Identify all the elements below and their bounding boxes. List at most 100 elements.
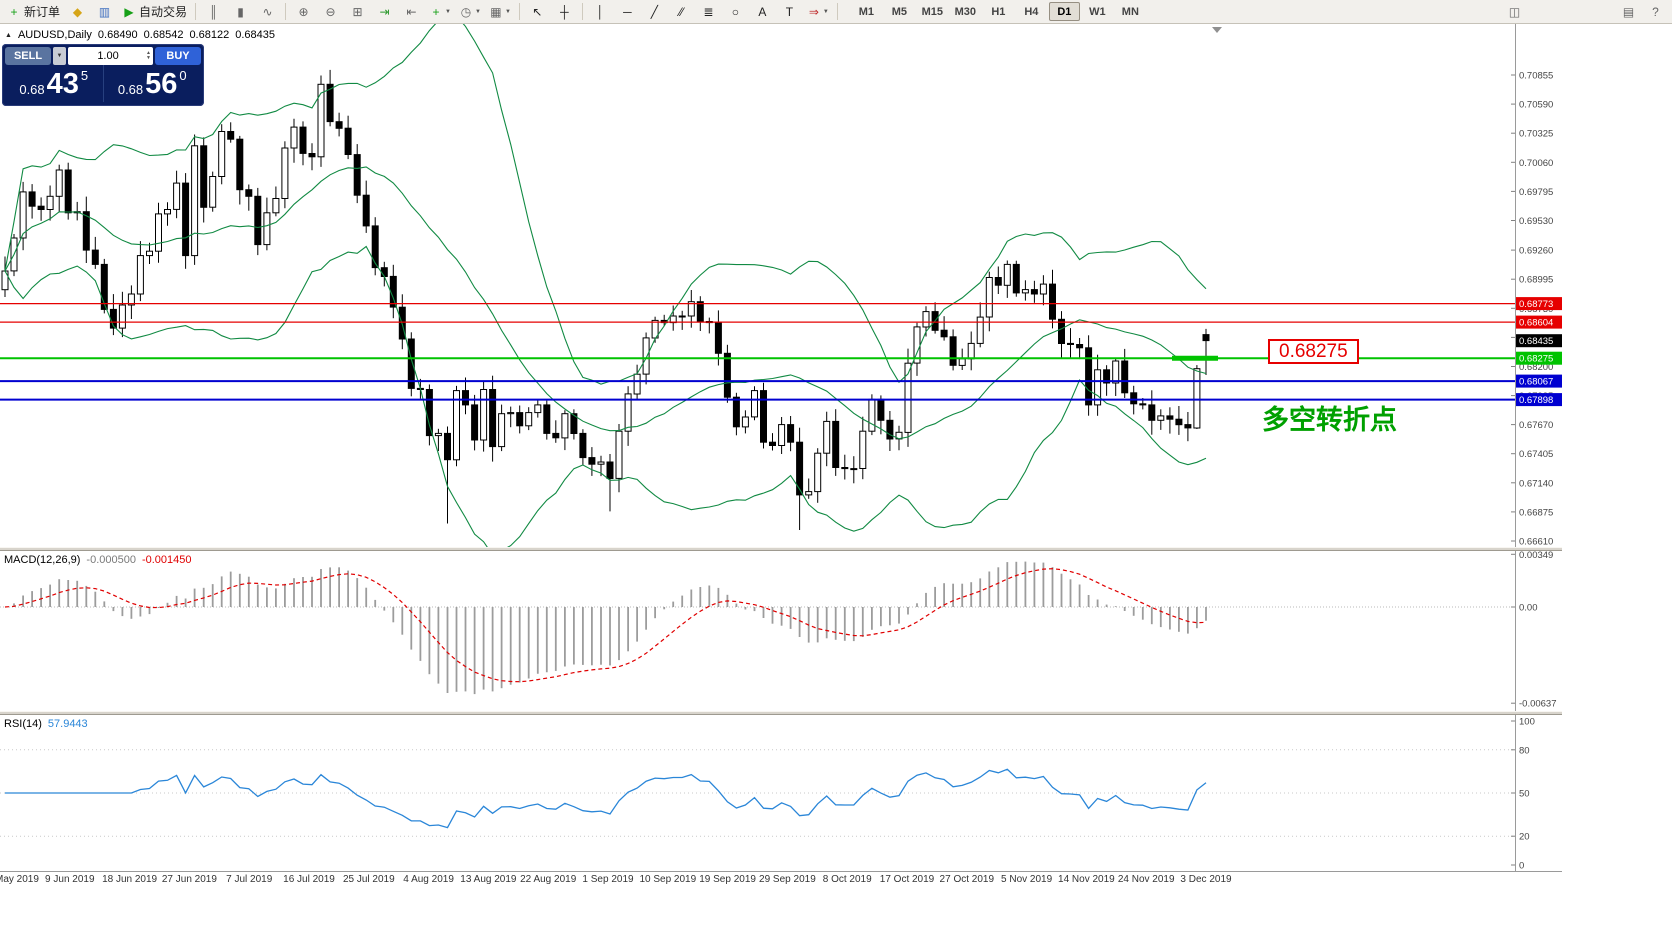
rsi-chart[interactable]: 100 80 50 20 0 bbox=[0, 715, 1562, 872]
date-axis-label: 10 Sep 2019 bbox=[639, 874, 697, 886]
right-blank-area bbox=[1562, 24, 1672, 943]
macd-tick-label: 0.00 bbox=[1519, 603, 1538, 614]
arrange-windows-button[interactable]: ▤ bbox=[1616, 1, 1641, 22]
turning-point-note[interactable]: 多空转折点 bbox=[1262, 405, 1397, 435]
arrows-button[interactable]: ⇒ ▼ bbox=[804, 1, 832, 22]
trendline-button[interactable]: ╱ bbox=[642, 1, 667, 22]
bollinger-upper-band bbox=[4, 24, 1207, 385]
timeframe-m1-button[interactable]: M1 bbox=[858, 5, 874, 18]
price-tick-label: 0.66875 bbox=[1519, 507, 1553, 518]
volume-decrease-button[interactable]: ▼ bbox=[146, 55, 151, 61]
panel-splitter[interactable] bbox=[0, 711, 1562, 716]
date-axis-label: 27 Jun 2019 bbox=[161, 874, 217, 886]
new-window-button[interactable]: ◫ bbox=[1502, 1, 1527, 22]
auto-scroll-icon: ⇥ bbox=[379, 4, 390, 19]
price-chart[interactable]: 0.70855 0.70590 0.70325 0.70060 0.69795 0.695… bbox=[0, 24, 1562, 548]
chart-header: ▲ AUDUSD,Daily 0.68490 0.68542 0.68122 0… bbox=[5, 29, 275, 41]
channel-button[interactable]: ⁄⁄ bbox=[669, 1, 694, 22]
horizontal-line-button[interactable]: ─ bbox=[615, 1, 640, 22]
date-axis-label: 8 Oct 2019 bbox=[822, 874, 872, 886]
buy-button[interactable]: BUY bbox=[155, 47, 201, 65]
help-button[interactable]: ? bbox=[1643, 1, 1668, 22]
timeframe-m5-button[interactable]: M5 bbox=[891, 5, 907, 18]
ohlc-high: 0.68542 bbox=[143, 29, 184, 41]
label-button[interactable]: T bbox=[777, 1, 802, 22]
crosshair-button[interactable]: ┼ bbox=[552, 1, 577, 22]
price-tick-label: 0.70590 bbox=[1519, 100, 1553, 111]
ellipse-button[interactable]: ○ bbox=[723, 1, 748, 22]
vertical-line-button[interactable]: │ bbox=[588, 1, 613, 22]
toolbar-separator bbox=[285, 3, 287, 20]
price-tick-label: 0.70855 bbox=[1519, 71, 1553, 82]
price-level-callout[interactable]: 0.68275 bbox=[1268, 339, 1359, 364]
sell-price-display[interactable]: 0.68 43 5 bbox=[5, 65, 103, 102]
date-axis-label: 17 Oct 2019 bbox=[879, 874, 935, 886]
label-icon: T bbox=[785, 4, 794, 19]
bollinger-lower-band bbox=[4, 245, 1207, 548]
rsi-value: 57.9443 bbox=[47, 718, 88, 731]
market-watch-button[interactable]: ▥ bbox=[92, 1, 117, 22]
bar-chart-button[interactable]: ║ bbox=[201, 1, 226, 22]
toolbar-separator bbox=[836, 3, 838, 20]
volume-increase-button[interactable]: ▲ bbox=[146, 49, 151, 56]
rsi-name: RSI(14) bbox=[4, 718, 42, 731]
sell-price-big: 43 bbox=[46, 68, 79, 101]
volume-box: ▲ ▼ bbox=[68, 47, 153, 65]
metaeditor-button[interactable]: ◆ bbox=[65, 1, 90, 22]
date-axis-label: 1 Sep 2019 bbox=[582, 874, 634, 886]
zoom-out-button[interactable]: ⊖ bbox=[318, 1, 343, 22]
candlestick-chart-button[interactable]: ▮ bbox=[228, 1, 253, 22]
date-axis-label: 30 May 2019 bbox=[0, 874, 39, 886]
sell-price-prefix: 0.68 bbox=[19, 81, 45, 97]
volume-input[interactable] bbox=[70, 50, 147, 62]
macd-panel: 0.00349 0.00 -0.00637 MACD(12,26,9) -0.0005… bbox=[0, 551, 1562, 712]
macd-chart[interactable]: 0.00349 0.00 -0.00637 bbox=[0, 551, 1562, 712]
cursor-button[interactable]: ↖ bbox=[525, 1, 550, 22]
panel-splitter[interactable] bbox=[0, 547, 1562, 552]
new-order-label: 新订单 bbox=[24, 5, 61, 19]
zoom-in-button[interactable]: ⊕ bbox=[291, 1, 316, 22]
date-axis-label: 27 Oct 2019 bbox=[939, 874, 995, 886]
timeframe-mn-button[interactable]: MN bbox=[1121, 5, 1139, 18]
price-axis-tag-label: 0.68435 bbox=[1519, 336, 1553, 347]
candlestick-series bbox=[1, 69, 1210, 530]
tile-windows-button[interactable]: ⊞ bbox=[345, 1, 370, 22]
rsi-tick-label: 100 bbox=[1519, 717, 1535, 728]
date-axis-label: 5 Nov 2019 bbox=[1001, 874, 1053, 886]
buy-price-display[interactable]: 0.68 56 0 bbox=[102, 65, 202, 102]
bollinger-middle-band bbox=[4, 166, 1207, 440]
indicators-button[interactable]: + ▼ bbox=[426, 1, 454, 22]
sell-price-pip: 5 bbox=[80, 68, 89, 83]
autotrading-button[interactable]: ▶ 自动交易 bbox=[119, 1, 190, 22]
volume-dropdown-button[interactable]: ▼ bbox=[53, 47, 66, 65]
toolbar-separator bbox=[581, 3, 583, 20]
timeframe-d1-button[interactable]: D1 bbox=[1048, 2, 1080, 21]
line-chart-button[interactable]: ∿ bbox=[255, 1, 280, 22]
sell-button[interactable]: SELL bbox=[5, 47, 51, 65]
chart-symbol-label: AUDUSD,Daily bbox=[17, 29, 92, 41]
chart-shift-button[interactable]: ⇤ bbox=[399, 1, 424, 22]
timeframe-m30-button[interactable]: M30 bbox=[954, 5, 977, 18]
timeframe-w1-button[interactable]: W1 bbox=[1089, 5, 1106, 18]
fibonacci-button[interactable]: ≣ bbox=[696, 1, 721, 22]
periods-icon: ◷ bbox=[460, 4, 472, 19]
periods-button[interactable]: ◷ ▼ bbox=[456, 1, 484, 22]
auto-scroll-button[interactable]: ⇥ bbox=[372, 1, 397, 22]
price-tick-label: 0.67405 bbox=[1519, 449, 1553, 460]
macd-histogram bbox=[13, 562, 1207, 695]
date-axis-label: 18 Jun 2019 bbox=[102, 874, 158, 886]
text-button[interactable]: A bbox=[750, 1, 775, 22]
price-axis-tag-label: 0.67898 bbox=[1519, 395, 1553, 406]
autotrading-label: 自动交易 bbox=[139, 5, 188, 19]
trade-panel-toggle-icon[interactable]: ▲ bbox=[5, 31, 12, 39]
new-order-button[interactable]: + 新订单 bbox=[4, 1, 63, 22]
timeframe-h4-button[interactable]: H4 bbox=[1024, 5, 1039, 18]
timeframe-m15-button[interactable]: M15 bbox=[921, 5, 944, 18]
chart-shift-marker[interactable] bbox=[1212, 27, 1222, 33]
toolbar: + 新订单 ◆ ▥ ▶ 自动交易 ║ ▮ ∿ ⊕ ⊖ ⊞ ⇥ ⇤ + ▼ ◷ ▼ ▦ ▼ ↖ ┼ │ ─ ╱ ⁄⁄ ≣ ○ A T ⇒ ▼ M1… bbox=[0, 0, 1672, 24]
timeframe-h1-button[interactable]: H1 bbox=[991, 5, 1006, 18]
date-axis-label: 4 Aug 2019 bbox=[403, 874, 454, 886]
templates-button[interactable]: ▦ ▼ bbox=[486, 1, 514, 22]
date-axis-label: 22 Aug 2019 bbox=[520, 874, 577, 886]
